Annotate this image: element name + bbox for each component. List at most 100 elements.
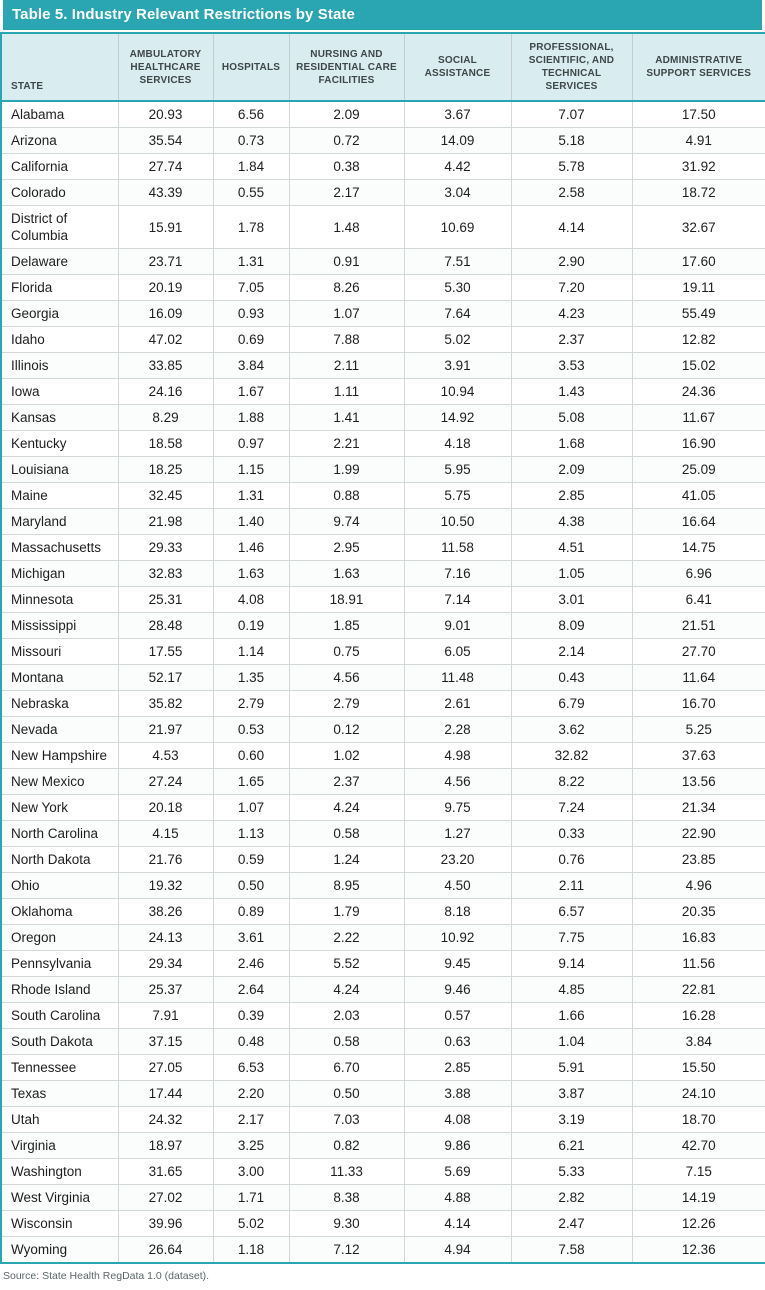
table-row: Michigan 32.83 1.63 1.63 7.16 1.05 6.96 [0,560,765,587]
value-cell: 7.58 [510,1236,633,1264]
value-cell: 4.08 [212,586,290,613]
value-cell: 38.26 [117,898,214,925]
value-cell: 18.72 [631,179,765,206]
value-cell: 2.03 [288,1002,405,1029]
value-cell: 33.85 [117,352,214,379]
value-cell: 1.07 [212,794,290,821]
value-cell: 4.91 [631,127,765,154]
value-cell: 11.67 [631,404,765,431]
value-cell: 10.50 [403,508,512,535]
table-row: Kentucky 18.58 0.97 2.21 4.18 1.68 16.90 [0,430,765,457]
value-cell: 0.50 [288,1080,405,1107]
value-cell: 4.14 [403,1210,512,1237]
value-cell: 2.09 [510,456,633,483]
value-cell: 22.90 [631,820,765,847]
value-cell: 31.65 [117,1158,214,1185]
value-cell: 21.34 [631,794,765,821]
value-cell: 5.30 [403,274,512,301]
value-cell: 0.91 [288,248,405,275]
table-row: New Mexico 27.24 1.65 2.37 4.56 8.22 13.56 [0,768,765,795]
value-cell: 1.15 [212,456,290,483]
value-cell: 4.15 [117,820,214,847]
value-cell: 41.05 [631,482,765,509]
value-cell: 24.13 [117,924,214,951]
value-cell: 8.18 [403,898,512,925]
table-row: Oklahoma 38.26 0.89 1.79 8.18 6.57 20.35 [0,898,765,925]
value-cell: 1.24 [288,846,405,873]
value-cell: 3.04 [403,179,512,206]
value-cell: 2.17 [212,1106,290,1133]
value-cell: 32.45 [117,482,214,509]
value-cell: 6.70 [288,1054,405,1081]
value-cell: 19.32 [117,872,214,899]
value-cell: 1.68 [510,430,633,457]
state-cell: Oklahoma [0,898,119,925]
state-cell: Massachusetts [0,534,119,561]
state-cell: Maryland [0,508,119,535]
state-cell: Wisconsin [0,1210,119,1237]
value-cell: 2.61 [403,690,512,717]
value-cell: 3.19 [510,1106,633,1133]
value-cell: 10.92 [403,924,512,951]
value-cell: 14.09 [403,127,512,154]
value-cell: 2.28 [403,716,512,743]
value-cell: 8.95 [288,872,405,899]
value-cell: 1.11 [288,378,405,405]
table-row: Iowa 24.16 1.67 1.11 10.94 1.43 24.36 [0,378,765,405]
value-cell: 5.02 [212,1210,290,1237]
value-cell: 4.42 [403,153,512,180]
value-cell: 11.58 [403,534,512,561]
value-cell: 9.86 [403,1132,512,1159]
value-cell: 1.99 [288,456,405,483]
value-cell: 0.33 [510,820,633,847]
value-cell: 12.82 [631,326,765,353]
value-cell: 4.50 [403,872,512,899]
value-cell: 2.20 [212,1080,290,1107]
table-row: Massachusetts 29.33 1.46 2.95 11.58 4.51 14.75 [0,534,765,561]
value-cell: 18.70 [631,1106,765,1133]
value-cell: 7.75 [510,924,633,951]
value-cell: 6.21 [510,1132,633,1159]
state-cell: Wyoming [0,1236,119,1264]
value-cell: 2.17 [288,179,405,206]
value-cell: 5.08 [510,404,633,431]
value-cell: 6.56 [212,100,290,128]
value-cell: 13.56 [631,768,765,795]
value-cell: 5.33 [510,1158,633,1185]
state-cell: Maine [0,482,119,509]
value-cell: 0.58 [288,820,405,847]
value-cell: 18.91 [288,586,405,613]
value-cell: 6.41 [631,586,765,613]
value-cell: 9.75 [403,794,512,821]
table-row: Texas 17.44 2.20 0.50 3.88 3.87 24.10 [0,1080,765,1107]
state-cell: Tennessee [0,1054,119,1081]
state-cell: West Virginia [0,1184,119,1211]
value-cell: 15.91 [117,205,214,249]
source-note: Source: State Health RegData 1.0 (datase… [3,1270,210,1282]
value-cell: 42.70 [631,1132,765,1159]
value-cell: 2.14 [510,638,633,665]
value-cell: 4.96 [631,872,765,899]
value-cell: 16.28 [631,1002,765,1029]
value-cell: 11.56 [631,950,765,977]
value-cell: 3.61 [212,924,290,951]
value-cell: 17.60 [631,248,765,275]
table-row: Nebraska 35.82 2.79 2.79 2.61 6.79 16.70 [0,690,765,717]
value-cell: 11.33 [288,1158,405,1185]
value-cell: 1.14 [212,638,290,665]
value-cell: 37.63 [631,742,765,769]
value-cell: 9.45 [403,950,512,977]
value-cell: 2.47 [510,1210,633,1237]
table-row: North Carolina 4.15 1.13 0.58 1.27 0.33 22.90 [0,820,765,847]
value-cell: 0.73 [212,127,290,154]
value-cell: 12.26 [631,1210,765,1237]
value-cell: 3.67 [403,100,512,128]
value-cell: 24.16 [117,378,214,405]
value-cell: 2.22 [288,924,405,951]
value-cell: 21.97 [117,716,214,743]
table-row: Oregon 24.13 3.61 2.22 10.92 7.75 16.83 [0,924,765,951]
value-cell: 9.46 [403,976,512,1003]
value-cell: 28.48 [117,612,214,639]
table-row: South Dakota 37.15 0.48 0.58 0.63 1.04 3.84 [0,1028,765,1055]
value-cell: 0.12 [288,716,405,743]
